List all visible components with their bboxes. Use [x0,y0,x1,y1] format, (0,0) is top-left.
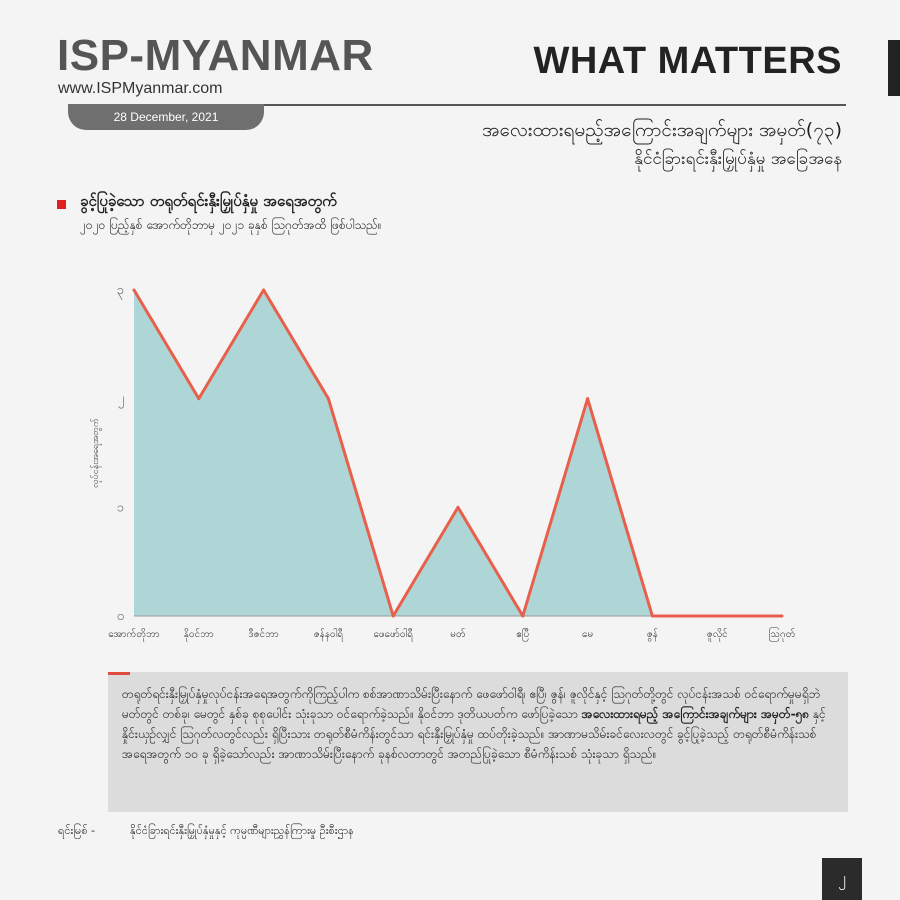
y-tick-label-0: ၀ [117,609,124,624]
header-divider [68,104,846,106]
x-tick-label-10: ဩဂုတ် [769,626,796,642]
y-axis-label: လုပ်ငန်းအရေအတွက် [90,418,102,488]
x-tick-label-3: ဇန်နဝါရီ [314,627,344,642]
date-badge: 28 December, 2021 [68,104,264,130]
data-point-4 [391,614,395,618]
note-text: တရုတ်ရင်းနှီးမြှုပ်နှံမှုလုပ်ငန်းအရေအတွက… [122,684,832,764]
data-point-6 [521,614,525,618]
page-number: ၂ [822,858,862,900]
source-label: ရင်းမြစ် - [58,824,95,837]
x-tick-label-2: ဒီဇင်ဘာ [248,627,278,640]
section-subheading: ၂၀၂၀ ပြည့်နှစ် အောက်တိုဘာမှ ၂၀၂၁ ခုနှစ် … [80,218,382,232]
x-tick-label-6: ဧပြီ [516,626,529,642]
data-point-8 [650,614,654,618]
note-accent [108,672,130,675]
brand-url-link[interactable]: www.ISPMyanmar.com [58,80,223,97]
x-tick-label-4: ဖေဖော်ဝါရီ [373,627,413,642]
y-tick-label-2: ၂ [118,392,124,409]
data-point-7 [586,397,590,401]
area-chart: ၀ ၁ ၂ ၃အောက်တိုဘာ နိုဝင်ဘာ ဒီဇင်ဘာ ဇန်နဝါရီ ဖေဖ… [90,283,796,642]
y-tick-label-1: ၁ [117,500,124,515]
source-text: နိုင်ငံခြားရင်းနှီးမြှုပ်နှံမှုနှင့် ကုမ… [130,824,354,837]
x-tick-label-8: ဇွန် [647,627,658,642]
data-point-2 [262,288,266,292]
section-heading: ခွင့်ပြုခဲ့သော တရုတ်ရင်းနှီးမြှုပ်နှံမှု… [80,192,337,210]
series-wordmark: WHAT MATTERS [533,40,842,82]
data-point-10 [780,614,784,618]
data-point-9 [715,614,719,618]
x-tick-label-9: ဇူလိုင် [707,627,728,642]
note-text-part2: နှင့် နှိုင်းယှဉ်လျှင် ဩဂုတ်လတွင်လည်း ရှ… [122,707,826,761]
x-tick-label-5: မတ် [450,627,465,640]
data-point-5 [456,505,460,509]
y-tick-label-3: ၃ [117,283,124,300]
x-tick-label-0: အောက်တိုဘာ [108,627,160,642]
brand-logo: ISP-MYANMAR [57,31,374,80]
data-point-3 [326,397,330,401]
data-point-1 [197,397,201,401]
area-fill [134,290,782,616]
page-title: အလေးထားရမည့်အကြောင်းအချက်များ အမှတ်(၇၃) [482,119,842,141]
section-marker-icon [57,200,66,209]
corner-bar [888,40,900,96]
page-subtitle: နိုင်ငံခြားရင်းနှီးမြှုပ်နှံမှု အခြေအနေ [634,149,842,169]
note-box [108,672,848,812]
data-point-0 [132,288,136,292]
note-text-bold: အလေးထားရမည့် အကြောင်းအချက်များ အမှတ်-၅၈ [581,707,810,721]
note-text-part1: တရုတ်ရင်းနှီးမြှုပ်နှံမှုလုပ်ငန်းအရေအတွက… [122,687,821,721]
x-tick-label-1: နိုဝင်ဘာ [184,627,214,642]
x-tick-label-7: မေ [582,629,593,640]
source-line: ရင်းမြစ် - နိုင်ငံခြားရင်းနှီးမြှုပ်နှံမှ… [58,824,354,840]
